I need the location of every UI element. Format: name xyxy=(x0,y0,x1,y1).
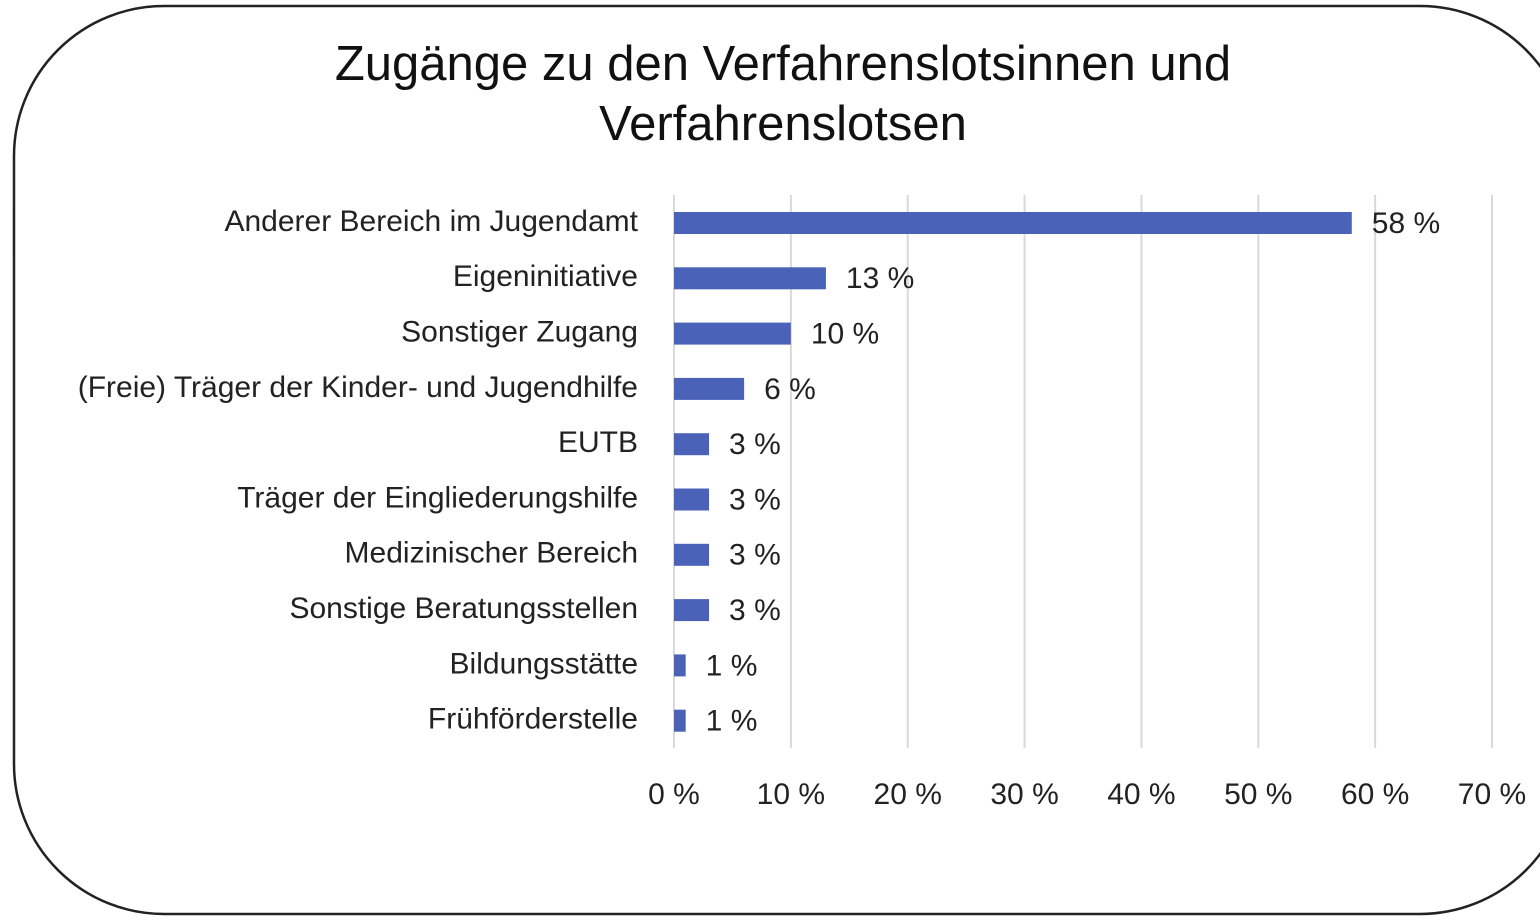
x-tick-label: 60 % xyxy=(1341,778,1409,811)
data-label: 3 % xyxy=(729,539,781,572)
data-label: 58 % xyxy=(1372,207,1440,240)
bar xyxy=(674,709,686,732)
bar xyxy=(674,488,710,511)
bar xyxy=(674,377,745,400)
data-label: 1 % xyxy=(706,649,758,682)
bar xyxy=(674,543,710,566)
data-label: 13 % xyxy=(846,262,914,295)
y-tick-label: Sonstiger Zugang xyxy=(401,316,638,349)
data-label: 3 % xyxy=(729,483,781,516)
x-tick-label: 50 % xyxy=(1224,778,1292,811)
x-tick-label: 30 % xyxy=(990,778,1058,811)
y-tick-label: Sonstige Beratungsstellen xyxy=(289,592,638,625)
bar xyxy=(674,322,791,345)
data-label: 3 % xyxy=(729,428,781,461)
y-tick-label: Medizinischer Bereich xyxy=(345,537,638,570)
y-tick-label: Bildungsstätte xyxy=(450,647,638,680)
frame xyxy=(12,4,1540,916)
y-tick-label: (Freie) Träger der Kinder- und Jugendhil… xyxy=(78,371,638,404)
x-tick-label: 10 % xyxy=(757,778,825,811)
x-tick-label: 20 % xyxy=(874,778,942,811)
chart-title: Zugänge zu den Verfahrenslotsinnen und V… xyxy=(334,37,1232,151)
y-tick-label: Frühförderstelle xyxy=(428,703,638,736)
bar xyxy=(674,212,1352,234)
bar xyxy=(674,654,686,677)
y-tick-label: Eigeninitiative xyxy=(453,260,638,293)
data-label: 3 % xyxy=(729,594,781,627)
data-label: 1 % xyxy=(706,705,758,738)
y-tick-label: Anderer Bereich im Jugendamt xyxy=(224,205,638,238)
x-tick-label: 0 % xyxy=(648,778,700,811)
y-tick-label: EUTB xyxy=(558,426,638,459)
x-tick-label: 70 % xyxy=(1458,778,1526,811)
bar xyxy=(674,599,710,622)
data-label: 10 % xyxy=(811,318,879,351)
bar xyxy=(674,433,710,456)
data-label: 6 % xyxy=(764,373,816,406)
bar xyxy=(674,267,826,290)
y-tick-label: Träger der Eingliederungshilfe xyxy=(237,481,638,514)
x-tick-label: 40 % xyxy=(1107,778,1175,811)
